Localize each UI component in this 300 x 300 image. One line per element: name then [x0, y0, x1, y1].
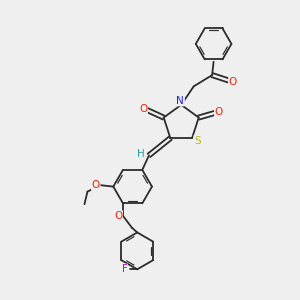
Text: H: H: [137, 149, 145, 159]
Text: O: O: [92, 180, 100, 190]
Text: O: O: [139, 103, 147, 114]
Text: S: S: [194, 136, 201, 146]
Text: N: N: [176, 96, 184, 106]
Text: O: O: [215, 106, 223, 117]
Text: O: O: [229, 77, 237, 87]
Text: O: O: [114, 211, 122, 221]
Text: F: F: [122, 264, 128, 274]
